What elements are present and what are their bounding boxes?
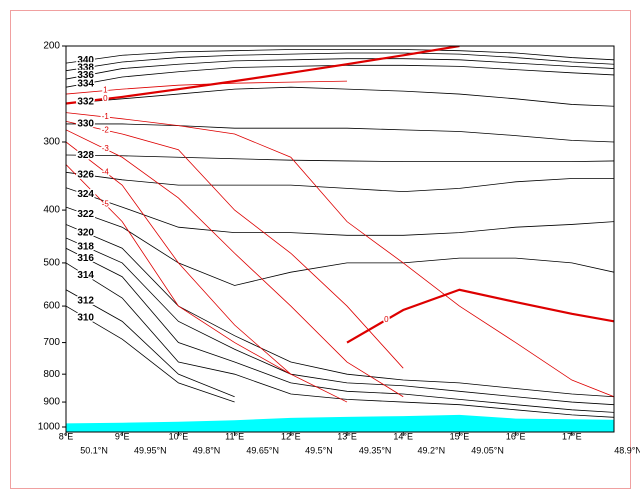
x2-tick-label: 49.35°N [359, 445, 392, 455]
contour-label: -5 [102, 200, 110, 209]
x2-tick-label: 49.05°N [471, 445, 504, 455]
contour-line [66, 187, 614, 236]
contour-label: -3 [102, 144, 110, 153]
y-tick-label: 600 [43, 301, 60, 312]
contour-line [66, 46, 460, 105]
contour-label: 320 [77, 227, 94, 238]
y-tick-label: 300 [43, 137, 60, 148]
contour-line [66, 49, 614, 64]
contour-line [66, 112, 614, 398]
contour-label: 330 [77, 119, 94, 130]
x2-tick-label: 48.9°N [614, 445, 640, 455]
contour-label: 336 [77, 70, 94, 81]
x-tick-label: 11°E [225, 431, 244, 441]
contour-label: -2 [102, 125, 110, 134]
y-tick-label: 200 [43, 41, 60, 52]
y-tick-label: 500 [43, 258, 60, 269]
x-tick-label: 17°E [562, 431, 582, 441]
terrain [66, 414, 614, 432]
contour-label: 318 [77, 241, 94, 252]
contour-label: 0 [103, 94, 108, 103]
x-tick-label: 14°E [393, 431, 413, 441]
contour-label: 0 [384, 315, 389, 324]
contour-label: 326 [77, 170, 94, 181]
x-tick-label: 15°E [450, 431, 470, 441]
contour-line [66, 224, 614, 398]
x2-tick-label: 50.1°N [80, 445, 108, 455]
contour-label: 324 [77, 189, 94, 200]
contour-line [66, 154, 614, 163]
x-tick-label: 13°E [337, 431, 357, 441]
contour-label: 322 [77, 209, 94, 220]
x2-tick-label: 49.2°N [418, 445, 446, 455]
contour-label: 332 [77, 97, 94, 108]
contour-label: 310 [77, 312, 94, 323]
x2-tick-label: 49.8°N [193, 445, 221, 455]
contour-line [66, 206, 614, 286]
x-tick-label: 12°E [281, 431, 301, 441]
contour-line [66, 86, 614, 107]
contour-line [66, 141, 348, 403]
x-tick-label: 16°E [506, 431, 526, 441]
contour-label: 1 [103, 86, 108, 95]
y-tick-label: 800 [43, 369, 60, 380]
contour-line [66, 164, 292, 375]
contour-line [346, 288, 614, 344]
contour-label: -1 [102, 112, 110, 121]
plot-border [65, 45, 615, 433]
contour-label: 328 [77, 150, 94, 161]
contour-line [66, 120, 404, 369]
contour-line [66, 305, 235, 403]
y-tick-label: 1000 [38, 422, 61, 433]
x2-tick-label: 49.95°N [134, 445, 167, 455]
contour-line [66, 247, 614, 413]
x2-tick-label: 49.5°N [305, 445, 333, 455]
x-tick-label: 10°E [169, 431, 189, 441]
contour-line [66, 58, 614, 80]
contour-label: 340 [77, 55, 94, 66]
plot-area [66, 46, 614, 432]
contour-line [66, 237, 614, 406]
contour-label: 334 [77, 78, 94, 89]
frame [10, 10, 631, 489]
contour-line [66, 129, 404, 398]
contour-label: -4 [102, 167, 110, 176]
y-tick-label: 700 [43, 337, 60, 348]
y-tick-label: 900 [43, 397, 60, 408]
contour-line [66, 171, 614, 193]
contour-label: 316 [77, 253, 94, 264]
x-tick-label: 8°E [59, 431, 74, 441]
contour-line [66, 123, 614, 143]
contour-label: 338 [77, 62, 94, 73]
y-tick-label: 400 [43, 205, 60, 216]
x-tick-label: 9°E [115, 431, 130, 441]
contour-line [66, 289, 235, 398]
contour-label: 312 [77, 295, 94, 306]
x2-tick-label: 49.65°N [246, 445, 279, 455]
contour-line [66, 52, 614, 72]
contour-label: 314 [77, 270, 94, 281]
contour-line [66, 262, 614, 418]
